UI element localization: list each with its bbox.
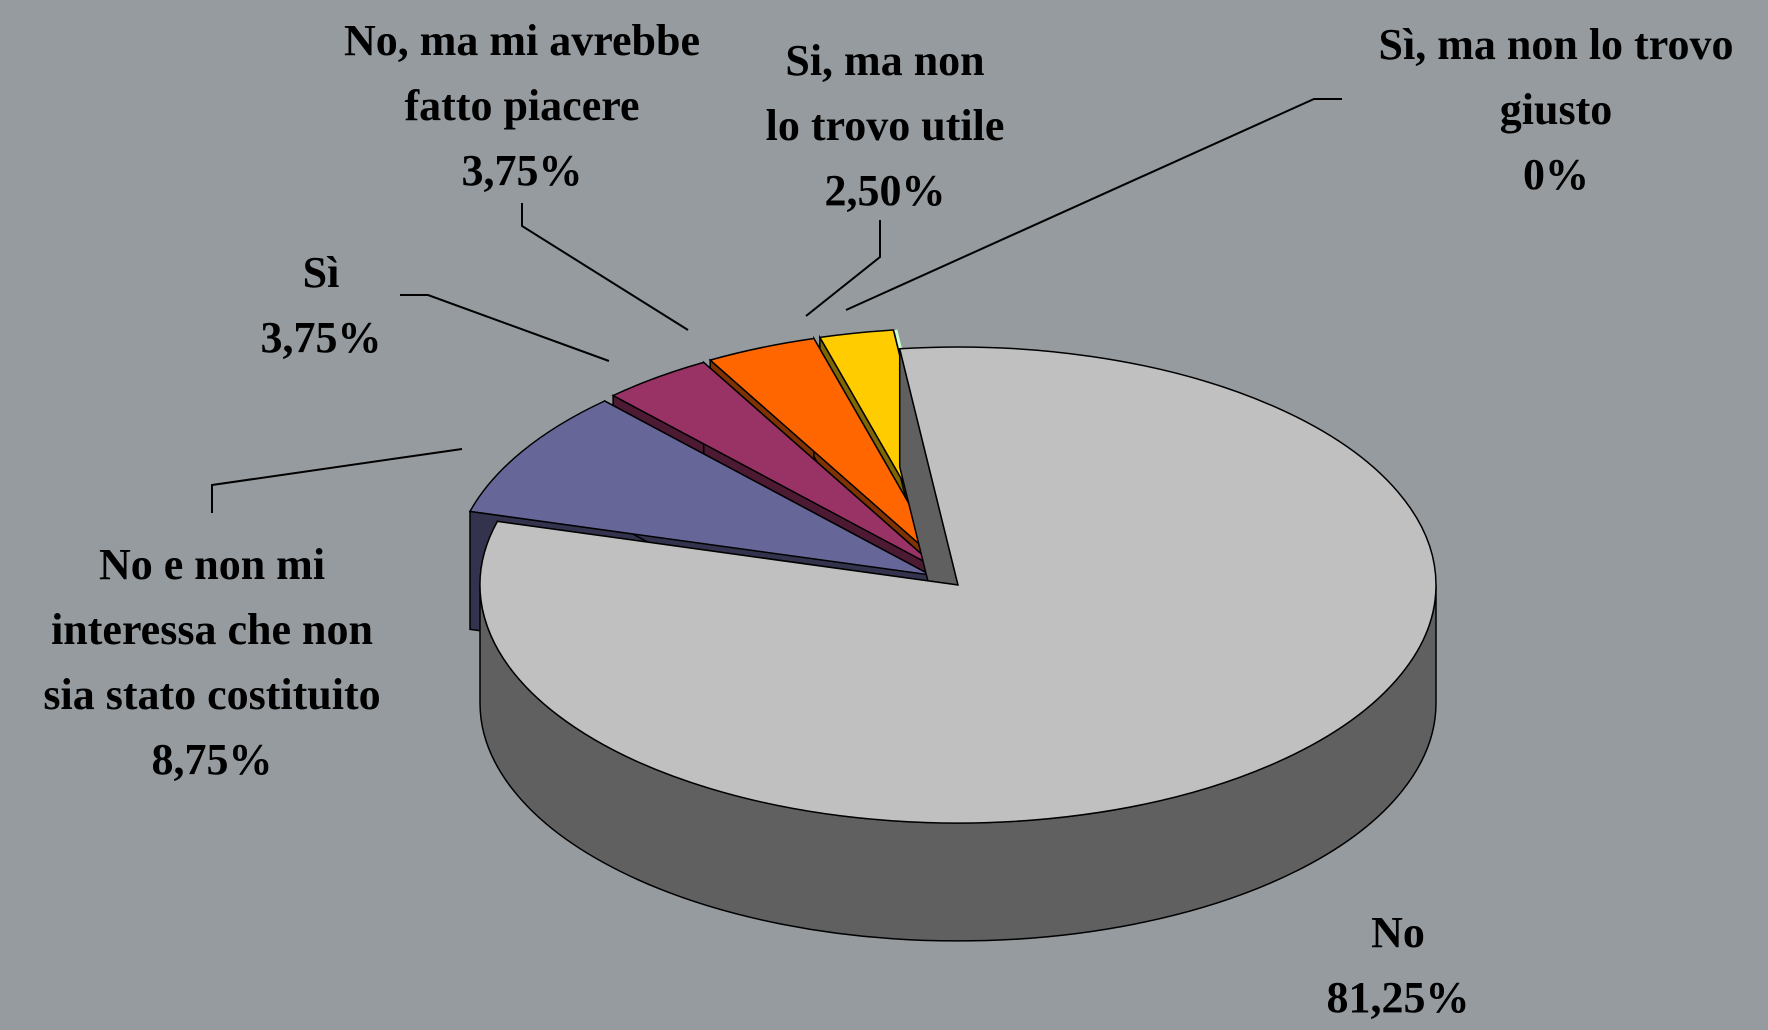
- value-label: 81,25%: [1327, 965, 1470, 1030]
- category: No: [1371, 900, 1425, 965]
- value-label: 3,75%: [261, 305, 382, 370]
- category: Sì, ma non lo trovo giusto: [1379, 12, 1734, 142]
- value-label: 8,75%: [152, 727, 273, 792]
- leader-line: [400, 295, 609, 361]
- category: No, ma mi avrebbe fatto piacere: [344, 8, 700, 138]
- value-label: 0%: [1523, 142, 1589, 207]
- leader-line: [212, 449, 462, 513]
- leader-line: [806, 220, 880, 316]
- value-label: 2,50%: [825, 158, 946, 223]
- leader-line: [522, 203, 688, 330]
- slice-label: No e non mi interessa che non sia stato …: [43, 532, 380, 792]
- category: Si, ma non lo trovo utile: [766, 28, 1005, 158]
- page: {"chart_data": {"type": "pie3d", "catego…: [0, 0, 1768, 1012]
- category: No e non mi interessa che non sia stato …: [43, 532, 380, 727]
- category: Sì: [303, 240, 340, 305]
- value-label: 3,75%: [461, 138, 582, 203]
